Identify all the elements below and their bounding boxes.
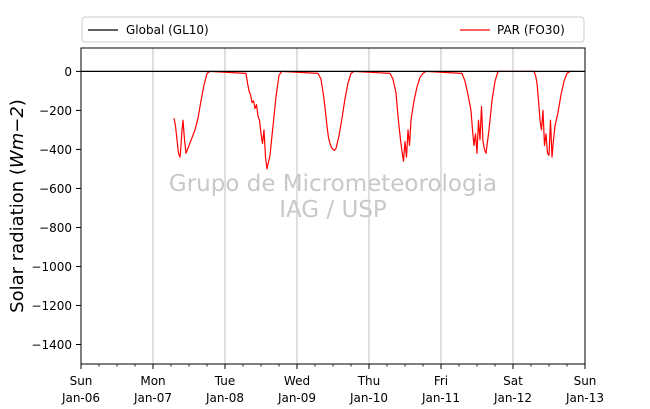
y-tick-label: −400: [39, 143, 72, 157]
legend-box: [81, 16, 585, 43]
y-tick-label: 0: [64, 65, 72, 79]
x-tick-label-date: Jan-12: [493, 391, 532, 405]
legend-label-global: Global (GL10): [126, 23, 209, 37]
y-tick-label: −1000: [31, 260, 72, 274]
x-tick-label-date: Jan-09: [277, 391, 316, 405]
y-tick-label: −600: [39, 182, 72, 196]
x-tick-label-day: Thu: [357, 374, 381, 388]
y-axis-label-suffix: ): [7, 99, 28, 106]
series-lines: [81, 70, 585, 170]
x-tick-label-day: Wed: [284, 374, 310, 388]
x-tick-label-date: Jan-11: [421, 391, 460, 405]
series-line-par: [173, 70, 573, 170]
y-axis-label-exponent: −2: [7, 106, 28, 133]
y-tick-label: −1400: [31, 338, 72, 352]
x-tick-label-day: Tue: [214, 374, 236, 388]
x-tick-label-date: Jan-08: [205, 391, 244, 405]
x-tick-label-day: Mon: [140, 374, 165, 388]
x-axis-ticks: Sun Jan-06 Mon Jan-07 Tue Jan-08 Wed Jan-09 Thu J…: [61, 364, 604, 405]
vertical-grid: [152, 48, 514, 364]
y-axis-label: Solar radiation (Wm−2): [7, 99, 28, 313]
y-axis-ticks: 0 −200 −400 −600 −800 −1000 −1200 −1400: [31, 65, 81, 352]
y-axis-label-prefix: Solar radiation (: [7, 168, 28, 313]
watermark: Grupo de Micrometeorologia IAG / USP: [169, 171, 497, 223]
x-tick-label-date: Jan-07: [133, 391, 172, 405]
x-tick-label-date: Jan-06: [61, 391, 100, 405]
x-tick-label-date: Jan-10: [349, 391, 388, 405]
y-tick-label: −800: [39, 221, 72, 235]
y-axis-label-unit: Wm: [7, 133, 28, 168]
x-tick-label-day: Sun: [574, 374, 597, 388]
y-tick-label: −200: [39, 104, 72, 118]
watermark-line-2: IAG / USP: [279, 197, 387, 223]
x-tick-label-date: Jan-13: [565, 391, 604, 405]
watermark-line-1: Grupo de Micrometeorologia: [169, 171, 497, 197]
x-tick-label-day: Sat: [503, 374, 523, 388]
x-tick-label-day: Sun: [70, 374, 93, 388]
legend: Global (GL10) PAR (FO30): [81, 16, 585, 43]
x-tick-label-day: Fri: [434, 374, 448, 388]
y-tick-label: −1200: [31, 299, 72, 313]
legend-label-par: PAR (FO30): [497, 23, 565, 37]
